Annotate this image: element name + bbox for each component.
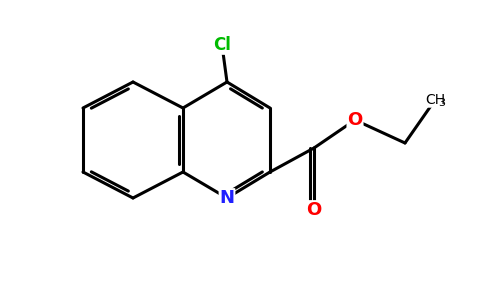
Text: O: O [306,201,322,219]
Text: Cl: Cl [213,36,231,54]
Text: 3: 3 [439,98,445,108]
Text: O: O [348,111,363,129]
Text: N: N [220,189,235,207]
Text: CH: CH [425,93,445,107]
